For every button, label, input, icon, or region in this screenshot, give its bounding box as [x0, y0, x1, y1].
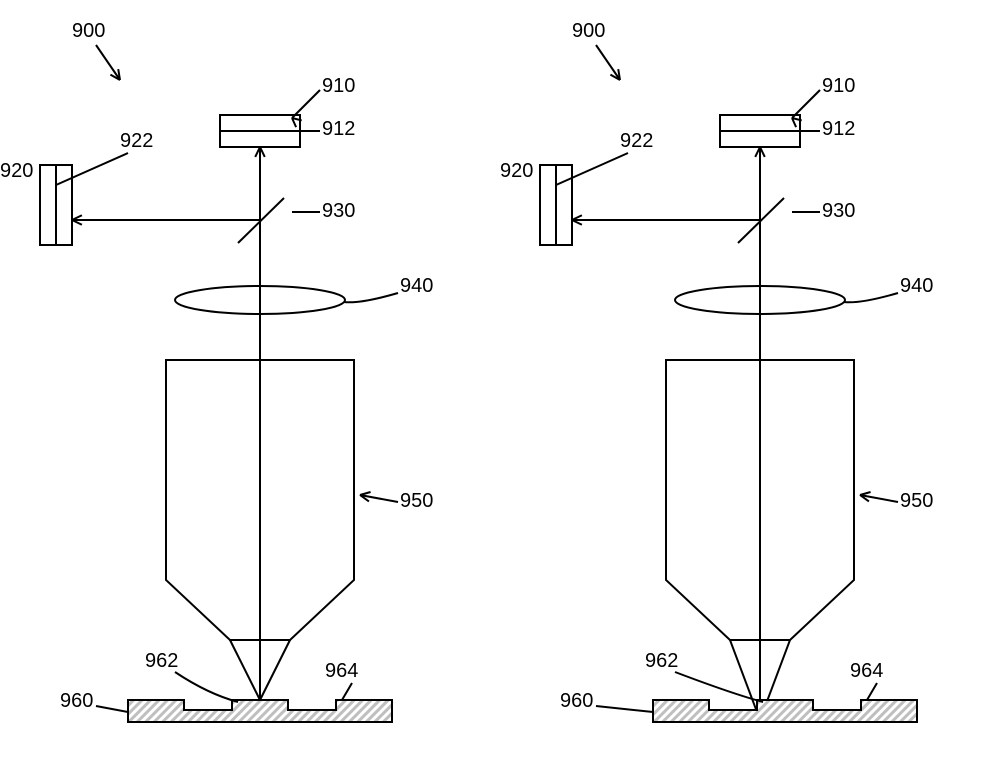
label-top_box_slit: 912	[322, 118, 355, 141]
diagram-right: 900 910 912 920 922 930 940 950 960 962 964	[500, 0, 1000, 777]
label-substrate: 960	[560, 690, 593, 713]
label-fig: 900	[572, 20, 605, 43]
label-fig: 900	[72, 20, 105, 43]
label-side_box_slit: 922	[120, 130, 153, 153]
label-lens: 940	[900, 275, 933, 298]
label-lens: 940	[400, 275, 433, 298]
label-housing: 950	[400, 490, 433, 513]
label-feature_right: 964	[850, 660, 883, 683]
label-top_box: 910	[822, 75, 855, 98]
label-feature_top: 962	[145, 650, 178, 673]
label-splitter: 930	[822, 200, 855, 223]
label-housing: 950	[900, 490, 933, 513]
diagram-left-svg	[0, 0, 500, 777]
diagram-right-svg	[500, 0, 1000, 777]
label-side_box: 920	[0, 160, 33, 183]
label-side_box: 920	[500, 160, 533, 183]
diagram-left: 900 910 912 920 922 930 940 950 960 962 964	[0, 0, 500, 777]
label-feature_right: 964	[325, 660, 358, 683]
label-side_box_slit: 922	[620, 130, 653, 153]
label-feature_top: 962	[645, 650, 678, 673]
label-top_box_slit: 912	[822, 118, 855, 141]
label-top_box: 910	[322, 75, 355, 98]
label-splitter: 930	[322, 200, 355, 223]
label-substrate: 960	[60, 690, 93, 713]
